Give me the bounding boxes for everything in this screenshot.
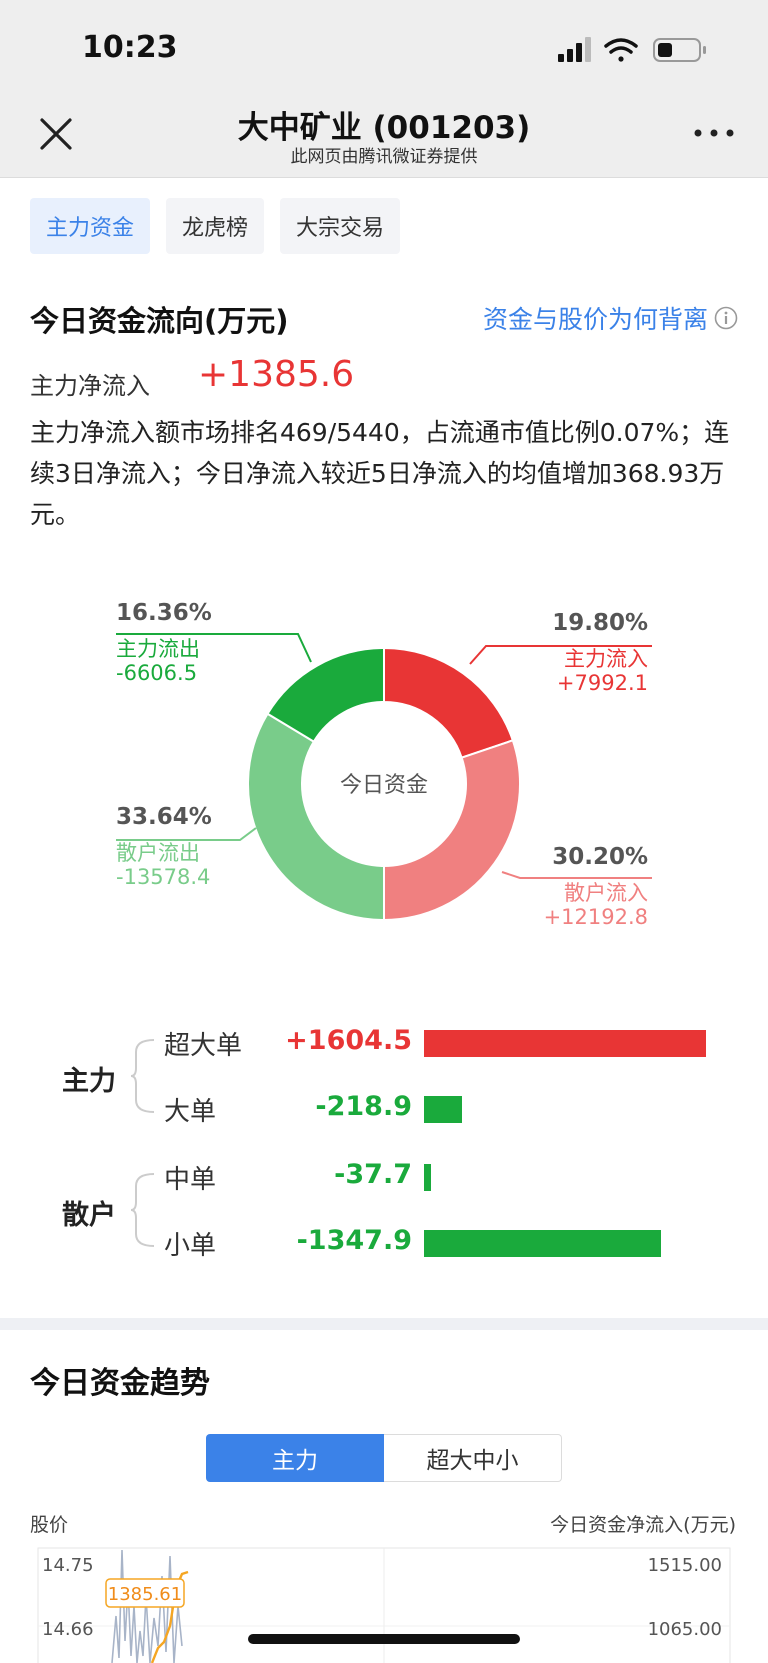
flow-title: 今日资金流向(万元) — [30, 304, 289, 338]
close-icon[interactable] — [36, 114, 76, 154]
group-label-0: 主力 — [62, 1066, 116, 1097]
home-indicator — [248, 1634, 520, 1644]
wifi-icon — [604, 38, 638, 62]
donut-label-2: 散户流出 — [116, 841, 200, 865]
tab-block-trade[interactable]: 大宗交易 — [280, 198, 401, 254]
trend-title: 今日资金趋势 — [30, 1366, 210, 1401]
current-value-tag — [105, 1578, 185, 1608]
row-label-3: 小单 — [164, 1231, 217, 1261]
trend-tab-main[interactable]: 主力 — [206, 1434, 384, 1482]
donut-label-0: 主力流入 — [564, 647, 648, 671]
page-title: 大中矿业 (001203) — [237, 110, 531, 146]
diverge-link[interactable]: 资金与股价为何背离 — [482, 305, 708, 334]
page-subtitle: 此网页由腾讯微证券提供 — [290, 147, 478, 167]
donut-slice-3 — [266, 646, 385, 744]
net-inflow-label: 主力净流入 — [30, 372, 150, 400]
row-label-2: 中单 — [164, 1165, 217, 1195]
inflow-tick-1: 1065.00 — [648, 1619, 722, 1640]
signal-icon — [558, 37, 591, 62]
nav-bar: 大中矿业 (001203) 此网页由腾讯微证券提供 — [0, 96, 768, 178]
donut-label-3: 主力流出 — [116, 637, 200, 661]
donut-center-label: 今日资金 — [340, 773, 428, 798]
section-tabs: 主力资金 龙虎榜 大宗交易 — [30, 198, 401, 254]
info-icon[interactable] — [714, 306, 738, 330]
row-value-1: -218.9 — [315, 1091, 412, 1122]
donut-leader-1 — [501, 871, 652, 879]
group-bracket-0 — [130, 1039, 155, 1113]
net-inflow-value: +1385.6 — [198, 354, 355, 395]
row-label-0: 超大单 — [164, 1031, 243, 1061]
group-label-1: 散户 — [62, 1200, 116, 1231]
row-value-2: -37.7 — [334, 1159, 412, 1190]
donut-value-0: +7992.1 — [557, 671, 648, 695]
order-size-breakdown: 主力 超大单 +1604.5 大单 -218.9 散户 中单 -37.7 小单 -1347.9 — [0, 1010, 768, 1270]
status-time: 10:23 — [82, 30, 178, 65]
more-icon[interactable] — [692, 118, 736, 148]
status-icons — [558, 37, 706, 62]
donut-label-1: 散户流入 — [564, 881, 648, 905]
battery-icon — [653, 38, 706, 62]
section-divider — [0, 1318, 768, 1330]
trend-tab-sizes[interactable]: 超大中小 — [384, 1434, 562, 1482]
inflow-line — [150, 1570, 189, 1663]
row-bar-3 — [424, 1230, 661, 1257]
price-axis-title: 股价 — [30, 1514, 69, 1536]
donut-leader-0 — [469, 645, 652, 665]
donut-leader-3 — [116, 633, 312, 663]
row-value-3: -1347.9 — [296, 1225, 412, 1256]
row-bar-2 — [424, 1164, 431, 1191]
donut-slice-0 — [383, 646, 515, 759]
flow-description: 主力净流入额市场排名469/5440，占流通市值比例0.07%；连续3日净流入；… — [30, 418, 730, 529]
row-bar-0 — [424, 1030, 706, 1057]
donut-percent-1: 30.20% — [552, 844, 648, 870]
inflow-tick-0: 1515.00 — [648, 1555, 722, 1576]
price-tick-1: 14.66 — [42, 1619, 94, 1640]
donut-percent-3: 16.36% — [116, 600, 212, 626]
donut-percent-2: 33.64% — [116, 804, 212, 830]
current-value-label: 1385.61 — [108, 1584, 182, 1605]
row-label-1: 大单 — [164, 1097, 217, 1127]
donut-percent-0: 19.80% — [552, 610, 648, 636]
donut-slice-2 — [247, 712, 385, 922]
donut-leader-2 — [116, 827, 257, 841]
donut-slice-1 — [383, 739, 521, 922]
price-tick-0: 14.75 — [42, 1555, 94, 1576]
tab-main-funds[interactable]: 主力资金 — [30, 198, 151, 254]
tab-dragon-tiger[interactable]: 龙虎榜 — [166, 198, 265, 254]
trend-segment-control: 主力 超大中小 — [206, 1434, 562, 1482]
donut-value-2: -13578.4 — [116, 865, 210, 889]
donut-value-3: -6606.5 — [116, 661, 197, 685]
status-bar: 10:23 — [0, 0, 768, 96]
row-value-0: +1604.5 — [285, 1025, 412, 1056]
fund-trend-chart: 14.75 14.66 1515.00 1065.00 1385.61 — [37, 1547, 731, 1663]
row-bar-1 — [424, 1096, 463, 1123]
donut-value-1: +12192.8 — [544, 905, 648, 929]
group-bracket-1 — [130, 1173, 155, 1247]
fund-flow-donut-chart: 今日资金 19.80% 主力流入+7992.1 30.20% 散户流入+12192.8 3… — [116, 600, 652, 929]
net-inflow-axis-title: 今日资金净流入(万元) — [550, 1514, 736, 1536]
